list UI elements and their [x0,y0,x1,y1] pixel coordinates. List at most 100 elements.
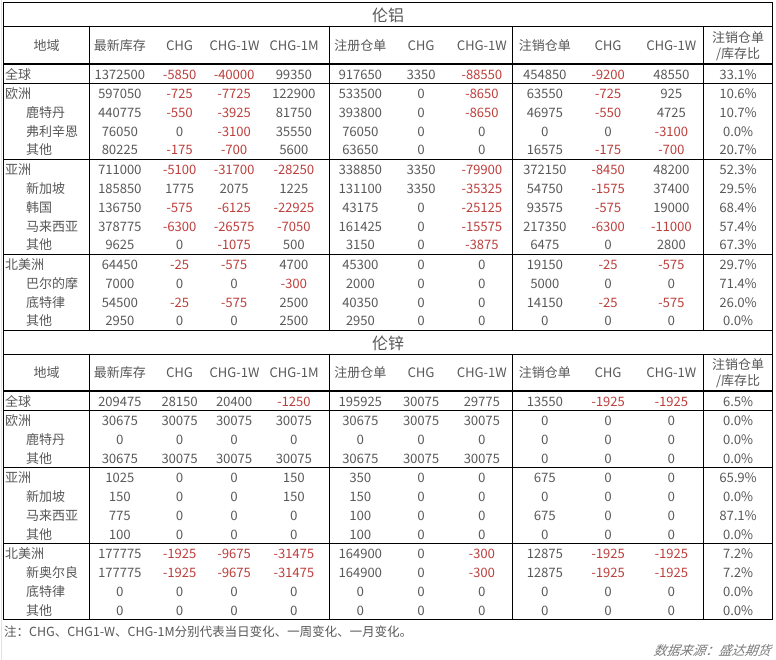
table-row: 全球 209475 28150 20400 -1250 195925 30075 29775 1… [3,390,774,411]
value-cell: 2075 [219,178,249,197]
region-cell: 马来西亚 [3,505,90,525]
value-cell: 0 [230,486,238,505]
region-cell: 全球 [3,390,90,411]
value-cell: 7000 [105,273,135,292]
value-cell: 150 [108,486,131,505]
value-cell: 10.7% [703,102,774,121]
value-cell: 0 [329,600,391,620]
value-cell: 0 [451,581,513,601]
value-cell: 0 [604,429,612,448]
value-cell: 0 [175,524,184,543]
value-cell: 0 [639,524,704,544]
value-cell: 0 [541,524,549,543]
value-cell: 0 [390,543,452,563]
value-cell: 0 [451,311,513,331]
value-cell: 675 [512,467,577,487]
value-cell: 6475 [530,235,560,254]
value-cell: 0.0% [703,121,774,140]
value-cell: -25 [598,292,618,311]
value-cell: -725 [149,82,210,102]
value-cell: 30075 [390,390,452,411]
value-cell: 12875 [512,543,577,563]
value-cell: 0 [541,486,549,505]
region-cell: 欧洲 [3,82,90,102]
value-cell: 150 [269,486,330,506]
value-cell: -1925 [591,562,625,581]
value-cell: 19000 [639,197,704,216]
table-row: 亚洲 1025 0 0 150 350 0 0 675 0 0 65.9% [3,467,774,487]
value-cell: 0 [269,581,330,601]
value-cell: 2950 [89,311,150,331]
value-cell: -575 [166,197,193,216]
value-cell: -25125 [451,197,513,216]
value-cell: 45300 [329,253,391,273]
value-cell: 0 [451,140,513,159]
value-cell: 2000 [345,273,375,292]
value-cell: -1925 [149,543,210,563]
value-cell: 2500 [269,292,330,311]
value-cell: 30075 [209,410,270,430]
value-cell: 917650 [329,63,391,83]
value-cell: 2800 [639,235,704,254]
value-cell: 76050 [101,121,138,140]
value-cell: 20400 [209,390,270,411]
value-cell: 37400 [639,178,704,197]
table-row: 其他 100 0 0 0 100 0 0 0 0 0 0.0% [3,524,774,544]
value-cell: 0 [175,581,184,600]
region-cell: 欧洲 [3,410,90,430]
value-cell: 0 [175,235,184,254]
table-title: 伦锌 [2,329,774,355]
value-cell: 0 [149,467,210,487]
table-row: 亚洲 711000 -5100 -31700 -28250 338850 3350 -7990… [3,158,774,178]
value-cell: 35550 [269,121,330,140]
value-cell: 711000 [89,158,150,178]
value-cell: 0 [576,311,640,331]
value-cell: -8450 [576,158,640,178]
value-cell: -8650 [451,82,513,102]
value-cell: 30075 [451,410,513,430]
value-cell: 0 [451,253,513,273]
value-cell: 76050 [342,121,379,140]
value-cell: 122900 [269,82,330,102]
table-row: 全球 1372500 -5850 -40000 99350 917650 3350 -8855… [3,63,774,83]
table-row: 鹿特丹 0 0 0 0 0 0 0 0 0 0 0.0% [3,429,774,449]
value-cell: 0 [639,505,704,525]
value-cell: 0 [512,600,577,620]
value-cell: 0 [356,429,364,448]
column-header: CHG [576,26,640,65]
value-cell: 99350 [269,63,330,83]
value-cell: 0 [604,121,612,140]
data-source-credit: 数据来源：盛达期货 [652,640,773,659]
value-cell: 0 [417,273,425,292]
value-cell: 0 [639,429,704,449]
value-cell: 393800 [338,102,382,121]
table-row: 其他 30675 30075 30075 30075 30675 30075 30075 0 0 0… [3,448,774,468]
column-header: 注册仓单 [329,26,391,65]
region-cell: 底特律 [3,581,90,601]
value-cell: 0.0% [703,486,774,506]
column-header: CHG-1W [451,26,513,65]
value-cell: -22925 [269,197,330,216]
value-cell: -31475 [269,562,330,582]
value-cell: 1372500 [89,63,150,83]
value-cell: 0 [604,448,612,467]
column-header: CHG [390,354,452,392]
value-cell: -5100 [149,158,210,178]
value-cell: 0 [269,524,330,544]
table-title: 伦铝 [2,2,774,27]
value-cell: 0 [639,273,704,292]
table-row: 欧洲 597050 -725 -7725 122900 533500 0 -8650 63550… [3,82,774,102]
region-cell: 其他 [3,524,90,544]
value-cell: 0 [541,429,549,448]
value-cell: -3100 [217,121,251,140]
value-cell: -25 [576,253,640,273]
value-cell: 68.4% [703,197,774,216]
value-cell: 925 [639,82,704,102]
region-cell: 北美洲 [3,543,90,563]
region-cell: 韩国 [3,197,90,216]
value-cell: 350 [329,467,391,487]
value-cell: 30075 [149,410,210,430]
value-cell: 0 [417,486,425,505]
value-cell: 100 [349,505,372,524]
